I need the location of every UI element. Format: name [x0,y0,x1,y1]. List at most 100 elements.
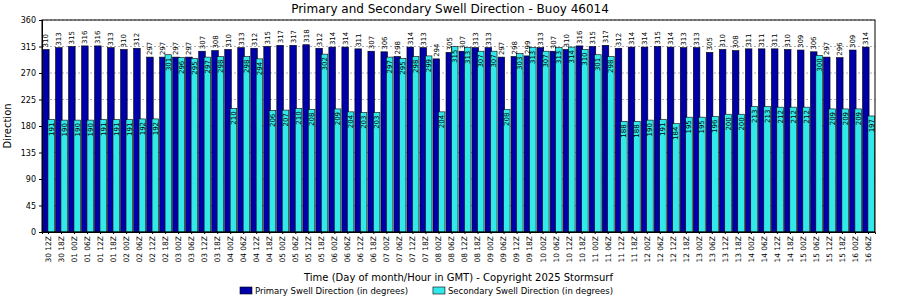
data-label: 195 [685,120,693,133]
data-label: 311 [771,33,779,46]
data-label: 301 [165,58,173,71]
data-label: 314 [667,31,675,45]
data-label: 206 [269,113,277,127]
secondary-bar [438,112,445,232]
x-tick-mark [673,232,674,234]
secondary-bar [256,59,263,232]
x-tick-mark [399,232,400,234]
x-tick-label: 13 00Z [695,236,704,263]
x-tick-label: 11 18Z [630,236,639,263]
data-label: 311 [745,33,753,46]
x-tick-label: 05 06Z [291,236,300,263]
data-label: 297 [823,42,831,55]
x-tick-mark [556,232,557,234]
data-label: 306 [381,36,389,50]
x-tick: 01 00Z [70,232,79,263]
x-tick: 02 00Z [122,232,131,263]
secondary-bar [738,114,745,232]
secondary-bar [543,51,550,232]
data-labels: 3103133153163163133103122972972972973073… [42,29,875,140]
x-tick: 14 00Z [747,232,756,263]
data-label: 313 [693,32,701,45]
data-label: 191 [113,123,121,136]
x-tick-mark [595,232,596,234]
x-tick: 14 12Z [773,232,782,263]
x-tick-label: 14 18Z [786,236,795,263]
x-tick-label: 09 00Z [486,236,495,263]
secondary-bar [321,54,328,232]
x-tick-label: 07 18Z [421,236,430,263]
y-tick-label: 180 [21,122,36,131]
y-tick: 270 [21,69,42,78]
data-label: 207 [282,113,290,126]
x-tick-mark [269,232,270,234]
data-label: 313 [55,32,63,45]
y-axis: 04590135180225270315360 [21,16,43,237]
secondary-bar [360,112,367,232]
y-tick: 225 [21,96,42,105]
bars [43,45,875,232]
data-label: 315 [654,31,662,44]
plot-frame [42,20,875,232]
data-label: 212 [803,110,811,123]
y-tick-mark [39,232,42,233]
y-tick: 180 [21,122,42,131]
data-label: 305 [446,37,454,50]
legend-label: Secondary Swell Direction (in degrees) [448,286,613,296]
legend-swatch [240,287,252,294]
x-tick: 02 12Z [148,232,157,263]
x-tick-label: 15 18Z [838,236,847,263]
x-tick-label: 07 00Z [382,236,391,263]
x-tick-mark [712,232,713,234]
secondary-bar [582,49,589,232]
secondary-bar [230,108,237,232]
data-label: 314 [628,31,636,45]
x-tick-mark [634,232,635,234]
x-tick-label: 15 06Z [812,236,821,263]
x-tick: 06 06Z [343,232,352,263]
x-tick: 04 18Z [265,232,274,263]
x-tick-label: 08 06Z [447,236,456,263]
x-tick-mark [100,232,101,234]
x-tick-label: 12 06Z [656,236,665,263]
data-label: 308 [212,35,220,48]
data-label: 314 [407,31,415,45]
x-tick-mark [855,232,856,234]
data-label: 209 [829,112,837,125]
data-label: 306 [810,36,818,50]
x-tick-mark [738,232,739,234]
y-tick: 45 [26,202,42,211]
x-tick-mark [126,232,127,234]
y-tick: 135 [21,149,42,158]
x-tick: 09 12Z [512,232,521,263]
x-tick-label: 16 06Z [864,236,873,263]
x-tick: 05 00Z [278,232,287,263]
y-axis-line [39,21,43,233]
y-tick-label: 0 [31,228,36,237]
data-label: 316 [94,30,102,44]
x-tick-mark [660,232,661,234]
data-label: 308 [732,35,740,48]
x-tick-mark [243,232,244,234]
x-tick-mark [139,232,140,234]
x-tick: 01 18Z [109,232,118,263]
data-label: 313 [529,51,537,64]
data-label: 213 [764,110,772,123]
secondary-bar [725,114,732,232]
data-label: 315 [264,31,272,44]
x-tick: 08 00Z [434,232,443,263]
data-label: 191 [659,123,667,136]
secondary-bar [334,109,341,232]
x-tick: 11 00Z [591,232,600,263]
x-tick-mark [74,232,75,234]
data-label: 313 [107,32,115,45]
secondary-bar [269,111,276,232]
data-label: 298 [217,60,225,73]
x-tick-label: 09 12Z [512,236,521,263]
x-tick-mark [347,232,348,234]
secondary-bar [243,57,250,232]
x-tick-mark [113,232,114,234]
data-label: 209 [855,112,863,125]
x-tick-mark [451,232,452,234]
x-tick-label: 09 18Z [525,236,534,263]
